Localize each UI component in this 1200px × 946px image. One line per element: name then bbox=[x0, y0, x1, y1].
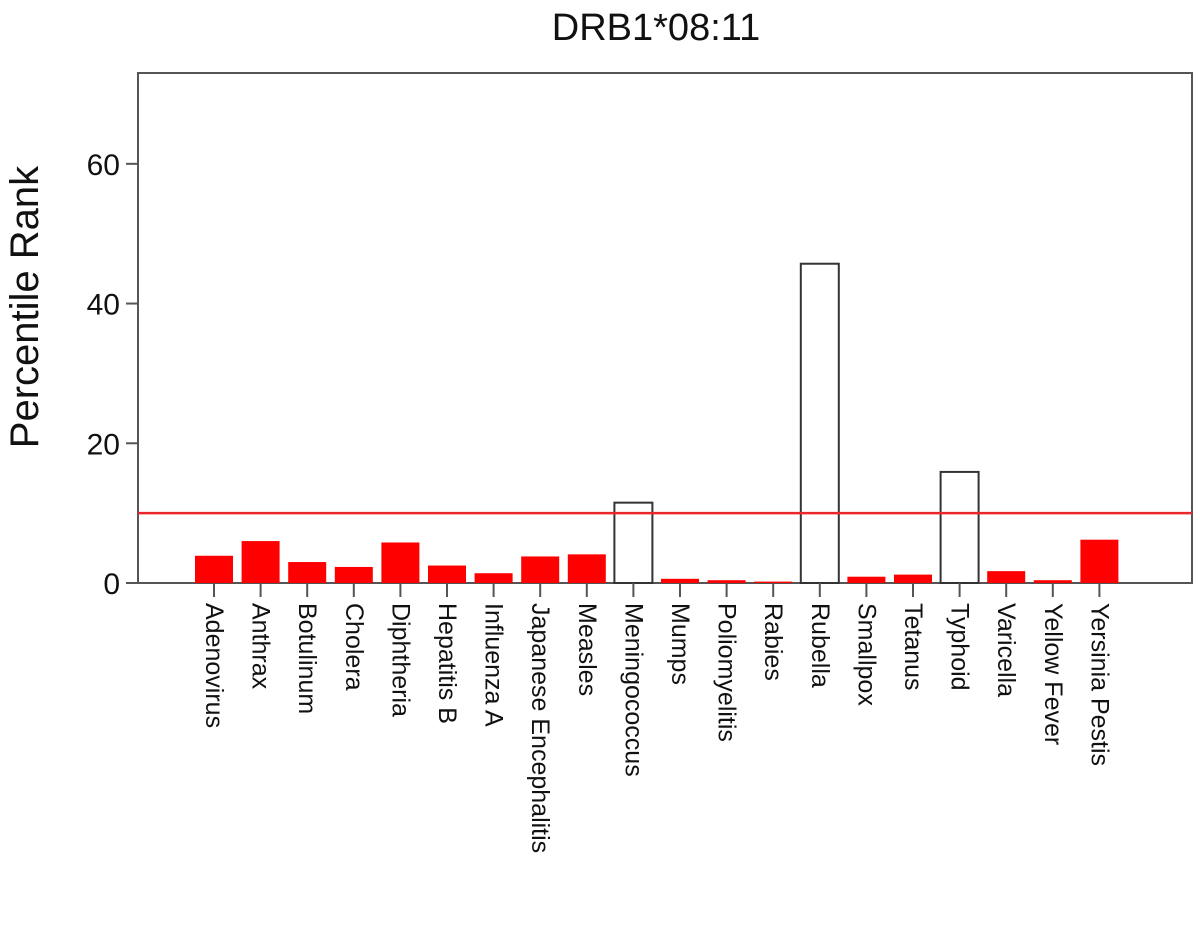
bar-poliomyelitis bbox=[707, 580, 746, 583]
bar-adenovirus bbox=[195, 555, 233, 583]
bar-smallpox bbox=[847, 576, 886, 583]
x-tick-label-botulinum: Botulinum bbox=[293, 603, 321, 714]
x-tick-label-yersinia-pestis: Yersinia Pestis bbox=[1085, 603, 1113, 766]
x-tick-label-influenza-a: Influenza A bbox=[480, 603, 508, 727]
y-tick-label: 20 bbox=[87, 428, 120, 461]
bar-cholera bbox=[334, 566, 373, 583]
bar-typhoid bbox=[939, 470, 980, 585]
y-tick-label: 0 bbox=[103, 568, 120, 601]
x-tick-label-diphtheria: Diphtheria bbox=[386, 603, 414, 717]
bar-japanese-encephalitis bbox=[521, 556, 560, 583]
bars bbox=[195, 262, 1119, 585]
bar-diphtheria bbox=[381, 542, 420, 583]
bar-meningococcus bbox=[613, 501, 654, 584]
bar-rubella bbox=[799, 262, 840, 584]
x-tick-label-yellow-fever: Yellow Fever bbox=[1039, 603, 1067, 745]
x-tick-label-cholera: Cholera bbox=[340, 603, 368, 691]
bar-yersinia-pestis bbox=[1080, 539, 1119, 583]
y-tick-label: 40 bbox=[87, 289, 120, 322]
y-axis-ticks: 0 20 40 60 bbox=[87, 149, 138, 601]
bar-yellow-fever bbox=[1033, 580, 1072, 583]
x-tick-label-hepatitis-b: Hepatitis B bbox=[433, 603, 461, 724]
x-axis-labels: Adenovirus Anthrax Botulinum Cholera Diphthe… bbox=[200, 603, 1113, 853]
bar-measles bbox=[567, 554, 606, 583]
x-tick-label-mumps: Mumps bbox=[666, 603, 694, 685]
x-tick-label-anthrax: Anthrax bbox=[247, 603, 275, 690]
x-tick-label-rubella: Rubella bbox=[806, 603, 834, 688]
bar-rabies bbox=[754, 581, 793, 583]
x-tick-label-tetanus: Tetanus bbox=[899, 603, 927, 691]
x-tick-label-typhoid: Typhoid bbox=[946, 603, 974, 691]
plot-frame bbox=[137, 72, 1193, 584]
bar-anthrax bbox=[241, 541, 280, 583]
y-axis-label: Percentile Rank bbox=[3, 165, 47, 448]
y-tick-label: 60 bbox=[87, 149, 120, 182]
x-tick-label-rabies: Rabies bbox=[759, 603, 787, 681]
bar-varicella bbox=[987, 571, 1026, 583]
x-tick-label-adenovirus: Adenovirus bbox=[200, 603, 228, 728]
x-tick-label-japanese-encephalitis: Japanese Encephalitis bbox=[526, 603, 554, 853]
chart-title: DRB1*08:11 bbox=[552, 7, 760, 49]
bar-influenza-a bbox=[474, 573, 513, 583]
x-axis-ticks bbox=[213, 583, 1101, 597]
x-tick-label-meningococcus: Meningococcus bbox=[619, 603, 647, 777]
bar-mumps bbox=[661, 578, 699, 583]
x-tick-label-smallpox: Smallpox bbox=[852, 603, 880, 706]
bar-tetanus bbox=[894, 574, 932, 583]
x-tick-label-poliomyelitis: Poliomyelitis bbox=[713, 603, 741, 742]
x-tick-label-measles: Measles bbox=[573, 603, 601, 696]
x-tick-label-varicella: Varicella bbox=[992, 603, 1020, 697]
bar-botulinum bbox=[288, 562, 327, 583]
bar-hepatitis-b bbox=[428, 565, 466, 583]
